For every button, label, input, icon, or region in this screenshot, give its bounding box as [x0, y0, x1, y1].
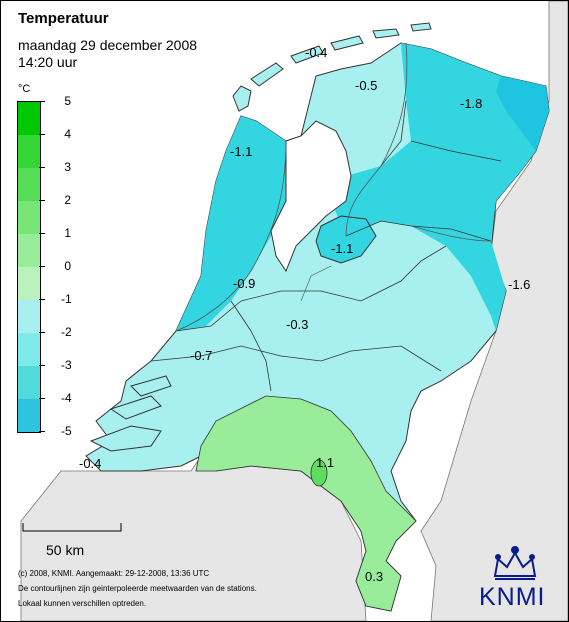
- legend-tick-label: 5: [64, 94, 71, 108]
- legend-tick-mark: [39, 398, 45, 399]
- knmi-crown-icon: [493, 546, 537, 580]
- scale-band: [18, 333, 40, 366]
- color-scale: [17, 101, 41, 433]
- legend-tick-mark: [39, 134, 45, 135]
- value-label: 1.1: [316, 455, 334, 470]
- zone-minus1-west: [176, 116, 286, 331]
- zone-minus2-northeast: [496, 76, 549, 151]
- scale-band: [18, 201, 40, 234]
- legend-tick-mark: [39, 266, 45, 267]
- value-label: -1.8: [460, 96, 482, 111]
- legend-tick-mark: [39, 365, 45, 366]
- legend-tick-label: 3: [64, 160, 71, 174]
- value-label: -1.1: [331, 241, 353, 256]
- legend-tick-label: -1: [61, 292, 72, 306]
- map-title: Temperatuur: [18, 10, 109, 27]
- legend-tick-label: 0: [64, 259, 71, 273]
- legend-tick-label: 1: [64, 226, 71, 240]
- legend-tick-label: 2: [64, 193, 71, 207]
- station-values: -0.4 -0.5 -1.8 -1.1 -1.1 -0.9 -1.6 -0.3 …: [79, 45, 530, 584]
- ijsselmeer: [270, 120, 352, 273]
- zeeland-islands: [89, 375, 172, 452]
- scale-band: [18, 135, 40, 168]
- germany-region: [420, 1, 568, 621]
- legend-tick-mark: [39, 101, 45, 102]
- scale-band: [18, 366, 40, 399]
- value-label: -0.3: [286, 317, 308, 332]
- legend-tick-mark: [39, 332, 45, 333]
- scale-bar-label: 50 km: [46, 542, 85, 558]
- map-time: 14:20 uur: [18, 54, 78, 70]
- belgium-region: [20, 455, 367, 621]
- legend-tick-label: 4: [64, 127, 71, 141]
- value-label: 0.3: [365, 569, 383, 584]
- isotherm-lines: [175, 42, 492, 332]
- scale-band: [18, 102, 40, 135]
- scale-band: [18, 168, 40, 201]
- scale-band: [18, 399, 40, 432]
- zone-minus1-east: [411, 226, 506, 331]
- scale-band: [18, 300, 40, 333]
- legend-tick-label: -2: [61, 325, 72, 339]
- value-label: -0.4: [79, 456, 101, 471]
- knmi-logo-text: KNMI: [479, 583, 546, 611]
- legend-tick-label: -4: [61, 391, 72, 405]
- value-label: -1.6: [508, 277, 530, 292]
- map-date: maandag 29 december 2008: [18, 37, 198, 53]
- zone-above-zero: [195, 395, 417, 612]
- disclaimer-line-1: De contourlijnen zijn geinterpoleerde me…: [18, 584, 257, 593]
- grebbe-line: [300, 265, 332, 302]
- legend-tick-mark: [39, 233, 45, 234]
- zone-minus1-north: [331, 43, 549, 241]
- disclaimer-line-2: Lokaal kunnen verschillen optreden.: [18, 599, 147, 608]
- legend-tick-mark: [39, 200, 45, 201]
- legend-tick-label: -3: [61, 358, 72, 372]
- value-label: -0.4: [305, 45, 327, 60]
- scale-bar: [22, 523, 122, 532]
- value-label: -1.1: [230, 144, 252, 159]
- value-label: -0.5: [355, 78, 377, 93]
- local-warm-spot: [310, 459, 328, 487]
- wadden-islands: [232, 22, 432, 112]
- legend-tick-label: -5: [61, 424, 72, 438]
- legend-tick-mark: [39, 167, 45, 168]
- legend-tick-mark: [39, 431, 45, 432]
- value-label: -0.9: [233, 276, 255, 291]
- value-label: -0.7: [190, 348, 212, 363]
- scale-band: [18, 267, 40, 300]
- copyright-text: (c) 2008, KNMI. Aangemaakt: 29-12-2008, …: [18, 569, 210, 578]
- legend-unit: °C: [18, 83, 31, 95]
- legend-tick-mark: [39, 299, 45, 300]
- flevoland: [315, 215, 377, 264]
- scale-band: [18, 234, 40, 267]
